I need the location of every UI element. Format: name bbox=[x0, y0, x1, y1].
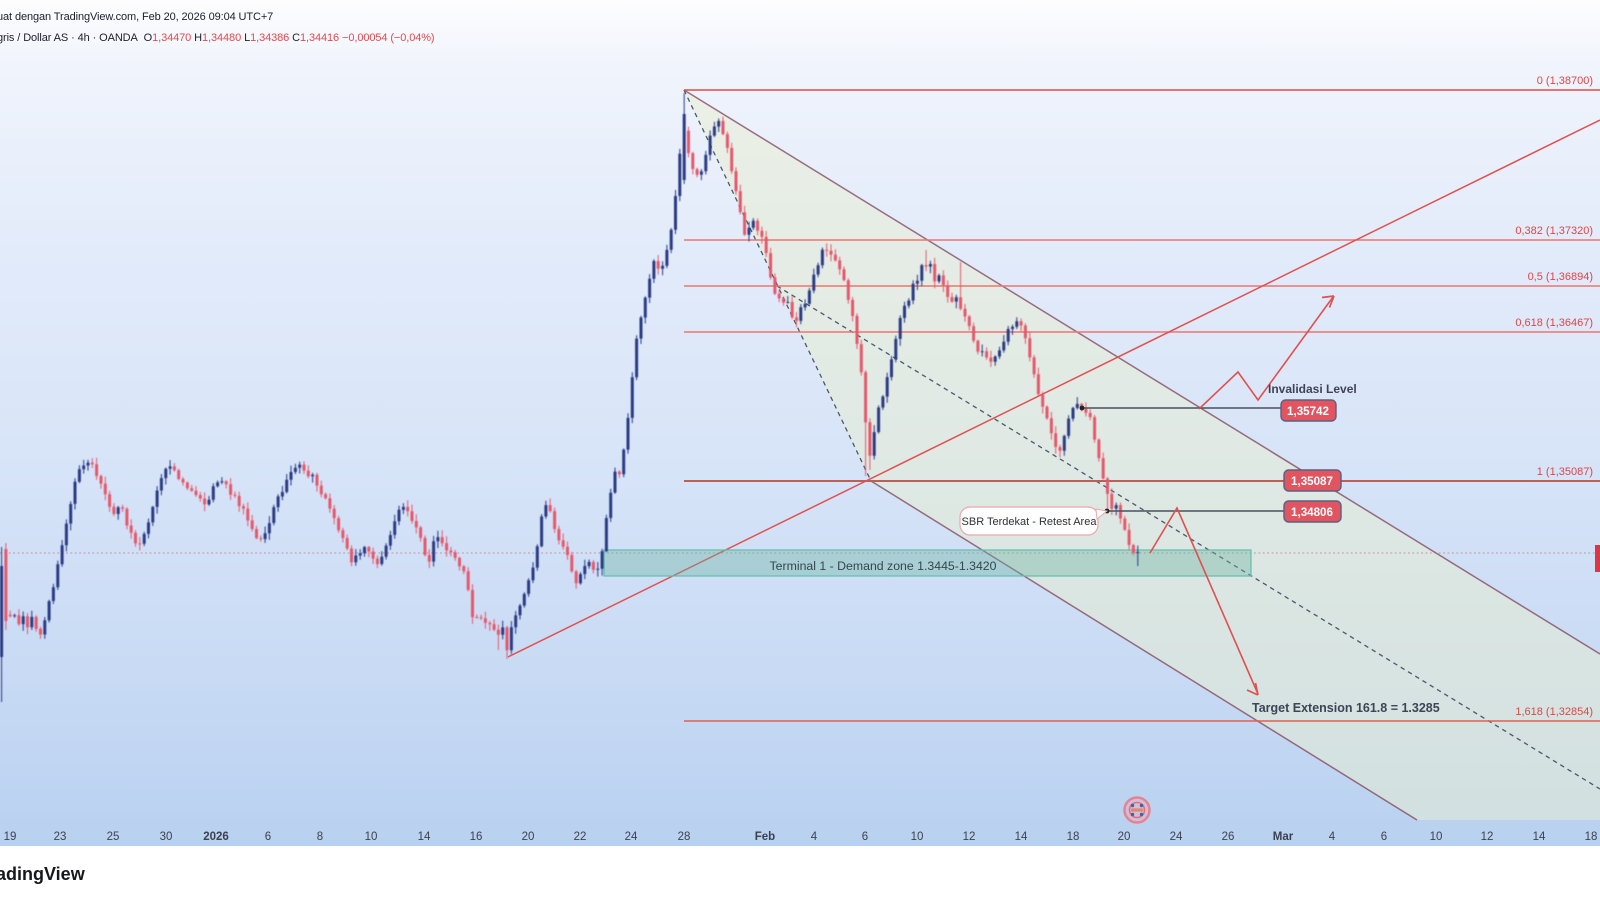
svg-text:18: 18 bbox=[1067, 831, 1080, 843]
svg-text:0 (1,38700): 0 (1,38700) bbox=[1537, 75, 1593, 87]
svg-text:26: 26 bbox=[1222, 831, 1235, 843]
svg-text:14: 14 bbox=[1533, 831, 1546, 843]
svg-text:6: 6 bbox=[1381, 831, 1387, 843]
svg-text:1,35087: 1,35087 bbox=[1291, 475, 1333, 488]
svg-text:1 (1,35087): 1 (1,35087) bbox=[1537, 466, 1593, 478]
svg-text:1,618 (1,32854): 1,618 (1,32854) bbox=[1515, 706, 1593, 718]
svg-text:uat dengan TradingView.com, Fe: uat dengan TradingView.com, Feb 20, 2026… bbox=[0, 11, 273, 23]
svg-text:Feb: Feb bbox=[755, 831, 775, 843]
svg-text:1,35742: 1,35742 bbox=[1287, 405, 1329, 418]
svg-text:1,34806: 1,34806 bbox=[1291, 506, 1333, 519]
svg-text:6: 6 bbox=[265, 831, 271, 843]
svg-text:30: 30 bbox=[160, 831, 173, 843]
svg-text:Invalidasi Level: Invalidasi Level bbox=[1268, 382, 1357, 396]
svg-text:22: 22 bbox=[574, 831, 587, 843]
svg-text:10: 10 bbox=[911, 831, 924, 843]
svg-text:14: 14 bbox=[1015, 831, 1028, 843]
svg-text:4: 4 bbox=[1329, 831, 1336, 843]
svg-text:18: 18 bbox=[1585, 831, 1598, 843]
svg-text:2026: 2026 bbox=[203, 831, 229, 843]
svg-text:24: 24 bbox=[1170, 831, 1183, 843]
svg-text:TradingView: TradingView bbox=[0, 864, 86, 884]
svg-text:19: 19 bbox=[4, 831, 17, 843]
svg-text:10: 10 bbox=[1430, 831, 1443, 843]
svg-text:Mar: Mar bbox=[1273, 831, 1294, 843]
svg-text:0,5 (1,36894): 0,5 (1,36894) bbox=[1528, 271, 1593, 283]
svg-text:4: 4 bbox=[811, 831, 818, 843]
svg-text:16: 16 bbox=[470, 831, 483, 843]
svg-text:12: 12 bbox=[963, 831, 976, 843]
svg-text:14: 14 bbox=[418, 831, 431, 843]
svg-text:28: 28 bbox=[678, 831, 691, 843]
svg-text:20: 20 bbox=[1118, 831, 1131, 843]
svg-text:12: 12 bbox=[1481, 831, 1494, 843]
svg-text:0,382 (1,37320): 0,382 (1,37320) bbox=[1515, 225, 1593, 237]
svg-text:8: 8 bbox=[317, 831, 323, 843]
svg-text:Target Extension 161.8 = 1.328: Target Extension 161.8 = 1.3285 bbox=[1252, 701, 1440, 715]
svg-text:gris / Dollar AS · 4h · OANDA: gris / Dollar AS · 4h · OANDA O1,34470 H… bbox=[0, 32, 435, 44]
svg-text:23: 23 bbox=[54, 831, 67, 843]
svg-text:6: 6 bbox=[862, 831, 868, 843]
svg-text:SBR Terdekat - Retest Area: SBR Terdekat - Retest Area bbox=[962, 516, 1098, 528]
svg-text:25: 25 bbox=[107, 831, 120, 843]
svg-text:20: 20 bbox=[522, 831, 535, 843]
svg-text:24: 24 bbox=[625, 831, 638, 843]
svg-text:Terminal 1 - Demand zone 1.344: Terminal 1 - Demand zone 1.3445-1.3420 bbox=[770, 559, 997, 573]
svg-text:0,618 (1,36467): 0,618 (1,36467) bbox=[1515, 317, 1593, 329]
svg-text:10: 10 bbox=[365, 831, 378, 843]
